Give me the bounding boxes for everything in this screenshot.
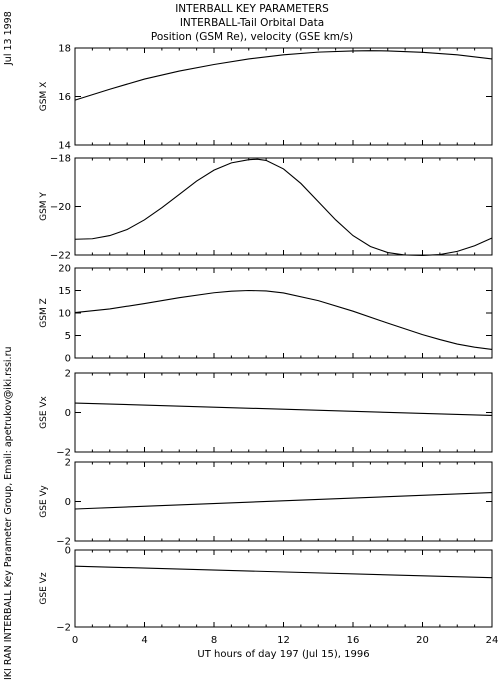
y-axis-label: GSM Y — [39, 192, 49, 221]
x-tick-label: 8 — [211, 635, 217, 646]
y-tick-label: 14 — [58, 141, 71, 152]
panel-4: −2 0 2 GSE Vx — [39, 369, 493, 459]
y-axis-label: GSE Vy — [39, 485, 49, 518]
y-tick-label: 2 — [65, 369, 71, 380]
x-tick-label: 4 — [141, 635, 147, 646]
y-axis-label: GSM Z — [39, 298, 49, 327]
y-tick-label: 0 — [65, 497, 71, 508]
y-tick-label: 18 — [58, 44, 71, 55]
y-tick-label: −2 — [56, 537, 71, 548]
panel-frame — [74, 372, 493, 453]
y-axis-label: GSM X — [39, 82, 49, 111]
panel-5: −2 0 2 GSE Vy — [39, 458, 493, 548]
y-axis-label: GSE Vz — [39, 572, 49, 604]
y-tick-label: −18 — [50, 154, 71, 165]
y-tick-label: −20 — [50, 202, 71, 213]
panel-frame — [74, 47, 493, 146]
y-tick-label: 16 — [58, 92, 71, 103]
chart-title: INTERBALL KEY PARAMETERS — [175, 3, 329, 15]
y-tick-label: 10 — [58, 309, 71, 320]
chart-subtitle: INTERBALL-Tail Orbital Data — [179, 17, 325, 29]
y-tick-label: −22 — [50, 251, 71, 262]
y-tick-label: 2 — [65, 458, 71, 469]
x-tick-label: 24 — [486, 635, 499, 646]
series-line — [74, 50, 493, 101]
series-line — [74, 402, 493, 417]
x-tick-label: 16 — [347, 635, 360, 646]
series-line — [74, 565, 493, 579]
series-line — [74, 158, 493, 257]
y-tick-label: 0 — [65, 354, 71, 365]
x-axis-label: UT hours of day 197 (Jul 15), 1996 — [197, 649, 369, 660]
series-line — [74, 492, 493, 510]
panel-1: 14 16 18 GSM X — [39, 44, 493, 152]
x-tick-label: 20 — [416, 635, 429, 646]
x-tick-label: 0 — [72, 635, 78, 646]
panel-6: −2 0 GSE Vz — [39, 546, 493, 634]
series-line — [74, 289, 493, 350]
y-axis-label: GSE Vx — [39, 395, 49, 428]
panel-frame — [74, 461, 493, 542]
panel-2: −22 −20 −18 GSM Y — [39, 154, 493, 262]
x-tick-label: 12 — [277, 635, 290, 646]
y-tick-label: 20 — [58, 264, 71, 275]
y-tick-label: 0 — [65, 408, 71, 419]
y-tick-label: 15 — [58, 286, 71, 297]
panel-frame — [74, 549, 493, 628]
y-tick-label: 5 — [65, 331, 71, 342]
y-tick-label: −2 — [56, 623, 71, 634]
y-tick-label: 0 — [65, 546, 71, 557]
y-tick-label: −2 — [56, 448, 71, 459]
panel-frame — [74, 267, 493, 359]
panel-frame — [74, 157, 493, 256]
panel-3: 0 5 10 15 20 GSM Z — [39, 264, 493, 365]
chart-description: Position (GSM Re), velocity (GSE km/s) — [150, 31, 354, 43]
